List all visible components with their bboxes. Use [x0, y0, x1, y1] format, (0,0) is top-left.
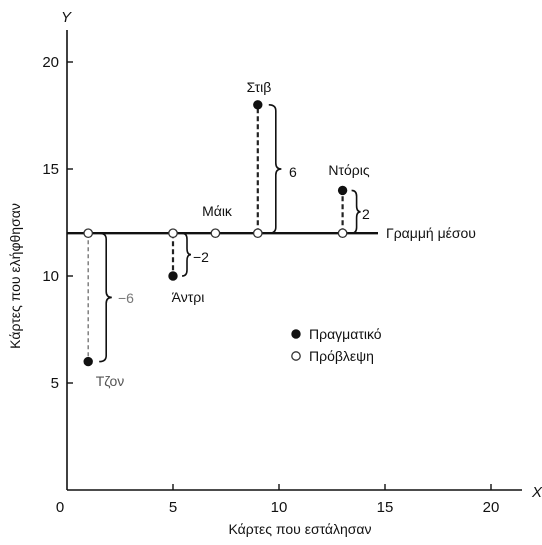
legend: Πραγματικό Πρόβλεψη [291, 326, 382, 364]
residual-label: 6 [289, 164, 297, 180]
actual-point [83, 356, 93, 367]
y-tick-label: 15 [42, 161, 59, 178]
residual-label: −6 [118, 290, 134, 306]
legend-marker-predicted [291, 351, 301, 361]
residual-brace [351, 189, 361, 234]
predicted-point [168, 228, 178, 239]
residual-label: 2 [362, 206, 370, 222]
residual-brace [268, 104, 282, 234]
predicted-point [210, 228, 221, 239]
residual-brace [99, 232, 112, 363]
y-tick-label: 20 [42, 54, 59, 71]
y-tick-label: 5 [51, 375, 59, 392]
x-axis-title: Κάρτες που εστάλησαν [228, 521, 371, 537]
y-axis-letter: Y [61, 9, 72, 26]
residual-brace [181, 232, 192, 277]
point-label: Μάικ [202, 203, 233, 219]
legend-label-predicted: Πρόβλεψη [309, 348, 374, 364]
predicted-point [337, 228, 348, 239]
point-label: Τζον [96, 373, 125, 389]
x-axis-letter: X [531, 484, 542, 501]
point-label: Άντρι [172, 289, 205, 305]
x-tick-label: 20 [483, 499, 500, 516]
actual-point [337, 185, 348, 196]
actual-point [168, 271, 178, 281]
mean-line-label: Γραμμή μέσου [386, 225, 476, 241]
predicted-point [83, 228, 94, 239]
predicted-point [252, 228, 263, 239]
marks [67, 100, 378, 367]
x-tick-label: 15 [377, 499, 394, 516]
residual-label: −2 [193, 249, 209, 265]
y-axis-title: Κάρτες που ελήφθησαν [7, 203, 23, 349]
y-tick-label: 10 [42, 268, 59, 285]
legend-marker-actual [291, 329, 301, 339]
x-tick-label: 0 [56, 499, 64, 516]
actual-point [253, 100, 263, 110]
x-tick-label: 10 [271, 499, 288, 516]
point-label: Στιβ [247, 79, 272, 95]
point-label: Ντόρις [328, 162, 370, 178]
axes: X Y 0 5 10 15 20 5 10 15 20 Κάρτες που εστάλησαν Κάρ… [7, 9, 542, 537]
legend-label-actual: Πραγματικό [309, 326, 382, 342]
x-tick-label: 5 [169, 499, 177, 516]
labels: Γραμμή μέσου −6 −2 6 2 Τζον Άντρι Μάικ Στιβ Ντόρι… [96, 79, 476, 389]
